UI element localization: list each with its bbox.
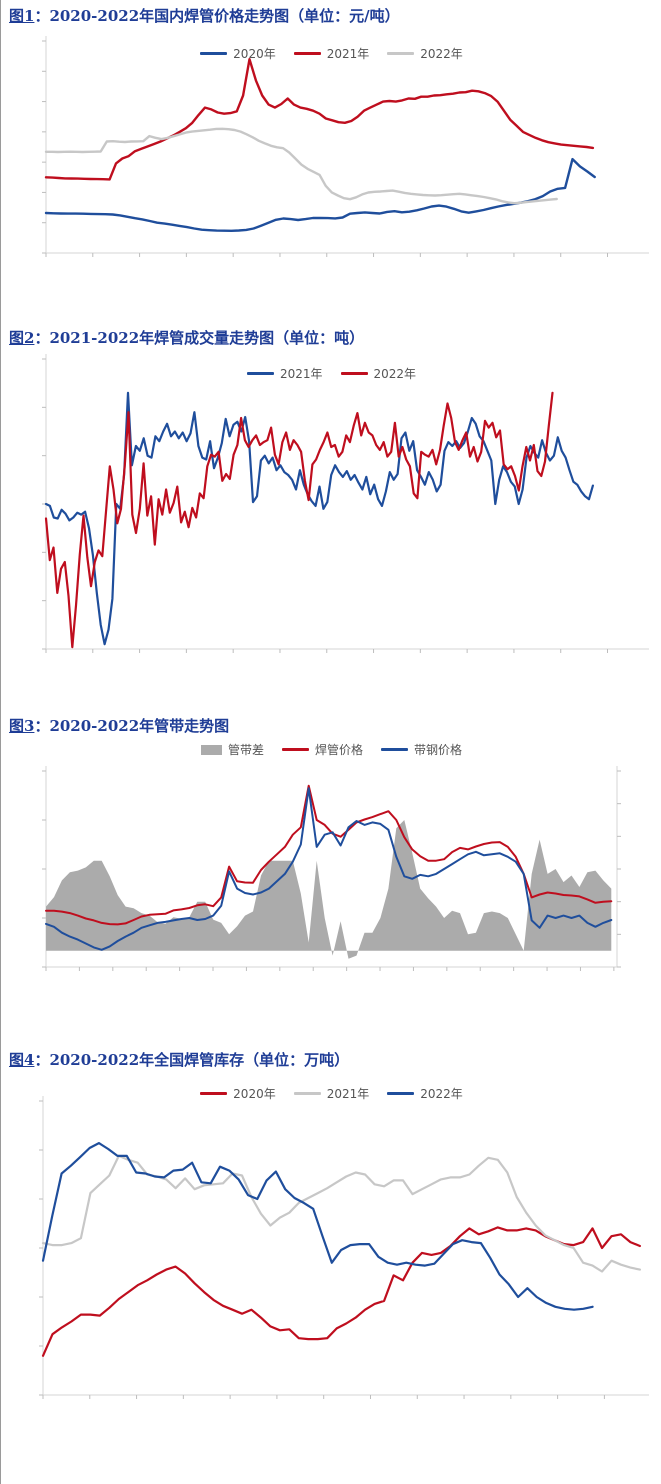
chart-1-svg	[42, 36, 649, 257]
axes	[42, 354, 649, 653]
chart-3-title-prefix: 图3	[9, 717, 35, 735]
chart-2-transaction-volume: 图2：2021-2022年焊管成交量走势图（单位：吨） 2021年 2022年	[1, 327, 661, 709]
chart-4-title-prefix: 图4	[9, 1051, 35, 1069]
chart-2-title-text: ：2021-2022年焊管成交量走势图（单位：吨）	[34, 329, 365, 347]
chart-1-welded-pipe-price: 图1：2020-2022年国内焊管价格走势图（单位：元/吨） 2020年 2021…	[1, 5, 661, 321]
series-line-2022年	[44, 391, 554, 649]
chart-1-plot-area: 2020年 2021年 2022年	[1, 29, 661, 321]
chart-3-pipe-strip-spread: 图3：2020-2022年管带走势图 管带差 焊管价格 带钢价格	[1, 715, 661, 1035]
series-line-2021年	[44, 58, 595, 181]
chart-3-title-text: ：2020-2022年管带走势图	[34, 717, 230, 735]
chart-1-title: 图1：2020-2022年国内焊管价格走势图（单位：元/吨）	[9, 5, 661, 27]
chart-4-national-inventory: 图4：2020-2022年全国焊管库存（单位：万吨） 2020年 2021年 202…	[1, 1049, 661, 1453]
chart-2-plot-area: 2021年 2022年	[1, 351, 661, 709]
chart-2-title: 图2：2021-2022年焊管成交量走势图（单位：吨）	[9, 327, 661, 349]
axes	[42, 36, 649, 257]
series-line-2022年	[41, 1141, 594, 1311]
series-line-2020年	[44, 157, 596, 233]
series-area-管带差	[46, 820, 612, 959]
chart-4-plot-area: 2020年 2021年 2022年	[1, 1073, 661, 1453]
axes	[39, 1096, 649, 1399]
chart-3-title: 图3：2020-2022年管带走势图	[9, 715, 661, 737]
series-line-2021年	[41, 1154, 642, 1273]
chart-4-svg	[39, 1096, 649, 1399]
chart-2-title-prefix: 图2	[9, 329, 35, 347]
series-line-带钢价格	[45, 787, 613, 951]
series-line-2021年	[44, 391, 595, 646]
chart-3-plot-area: 管带差 焊管价格 带钢价格	[1, 739, 661, 1035]
chart-4-title-text: ：2020-2022年全国焊管库存（单位：万吨）	[34, 1051, 350, 1069]
axes	[42, 766, 621, 971]
chart-1-title-text: ：2020-2022年国内焊管价格走势图（单位：元/吨）	[34, 7, 400, 25]
series-line-2020年	[41, 1226, 642, 1357]
chart-1-title-prefix: 图1	[9, 7, 35, 25]
series-line-焊管价格	[45, 784, 613, 926]
chart-3-svg	[42, 766, 621, 971]
chart-2-svg	[42, 354, 649, 653]
series-line-2022年	[44, 127, 558, 205]
chart-4-title: 图4：2020-2022年全国焊管库存（单位：万吨）	[9, 1049, 661, 1071]
